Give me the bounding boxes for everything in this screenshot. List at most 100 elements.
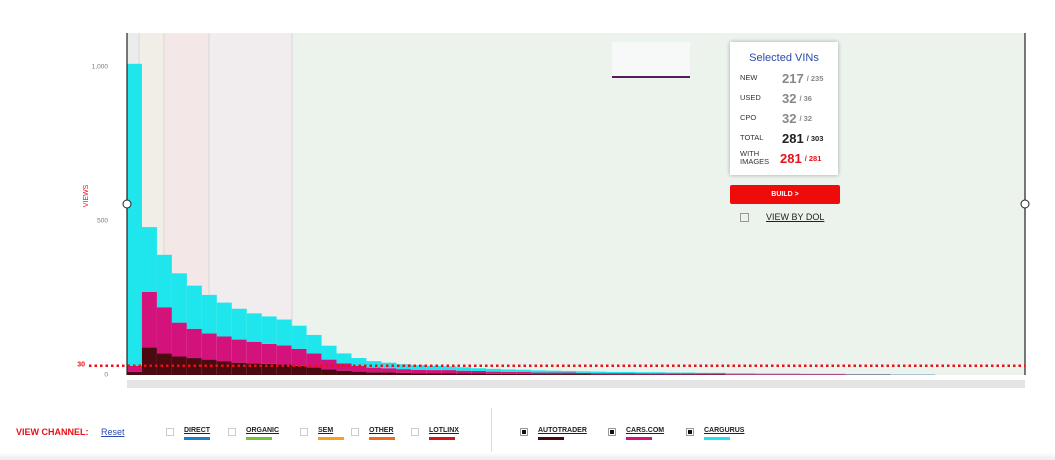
checkbox[interactable] [228,428,236,436]
bar-segment [186,285,202,329]
bar-segment [186,328,202,359]
view-by-dol-label[interactable]: VIEW BY DOL [766,212,825,222]
channel-toggle[interactable]: OTHER [351,427,395,440]
vin-total: / 32 [799,113,812,123]
bar-segment [336,353,352,364]
footer-shade [0,452,1055,460]
bar-segment [561,372,576,375]
bar-segment [471,373,487,375]
bar-segment [486,368,502,372]
bar-segment [291,325,307,349]
channel-swatch [184,437,210,440]
channel-name[interactable]: SEM [318,427,334,434]
bar-segment [171,322,187,357]
vin-count: 217 [782,70,804,86]
checkbox[interactable] [686,428,694,436]
bar-segment [276,345,292,365]
vin-label: TOTAL [740,133,764,142]
bar-segment [486,371,502,374]
bar-segment [576,374,591,375]
bar-segment [710,372,726,374]
bar-segment [306,353,322,368]
selected-vins-panel: Selected VINs NEW 217/ 235 USED 32/ 36 CPO 32… [730,42,838,175]
band [292,33,1025,375]
bar-segment [231,362,247,375]
bar-segment [695,372,711,374]
channel-name[interactable]: OTHER [369,427,394,434]
vin-total: / 303 [806,133,824,143]
range-handle[interactable] [1020,199,1030,209]
bar-segment [755,374,771,375]
bar-segment [246,313,262,342]
bar-segment [501,373,517,375]
bar-segment [531,370,547,373]
channel-toggle[interactable]: SEM [300,427,344,440]
channel-name[interactable]: LOTLINX [429,427,459,434]
bar-segment [740,373,756,375]
checkbox[interactable] [351,428,359,436]
bar-segment [276,319,292,346]
reset-link[interactable]: Reset [101,427,125,437]
checkbox[interactable] [411,428,419,436]
channel-toggle[interactable]: LOTLINX [411,427,459,440]
bar-segment [785,373,801,375]
bar-segment [456,370,472,374]
bar-segment [381,362,397,369]
checkbox[interactable] [166,428,174,436]
channel-name[interactable]: CARGURUS [704,427,745,434]
bar-segment [231,339,247,363]
view-by-dol[interactable]: VIEW BY DOL [740,212,824,222]
channel-name[interactable]: ORGANIC [246,427,280,434]
bar-segment [471,370,487,374]
bar-segment [201,333,217,360]
bar-segment [141,291,157,348]
checkbox[interactable] [520,428,528,436]
bar-segment [546,374,562,375]
y-tick-label: 500 [97,218,108,225]
checkbox[interactable] [740,212,749,222]
bar-segment [351,365,367,372]
bar-segment [590,373,606,375]
bar-segment [441,366,457,371]
bar-segment [830,374,846,375]
checkbox[interactable] [300,428,308,436]
y-tick-label: 1,000 [92,64,109,71]
checkbox[interactable] [608,428,616,436]
bar-segment [366,367,382,373]
y-axis-label: VIEWS [83,184,90,207]
bar-segment [321,369,337,375]
bar-segment [665,374,681,375]
vin-label: NEW [740,73,758,82]
y-tick-label: 0 [104,372,108,379]
channel-toggle[interactable]: CARGURUS [686,427,744,440]
channel-name[interactable]: CARS.COM [626,427,665,434]
range-handle[interactable] [122,199,132,209]
vin-count: 32 [782,110,797,126]
channel-swatch [626,437,652,440]
bar-segment [246,341,262,364]
channel-toggle[interactable]: CARS.COM [608,427,664,440]
channel-name[interactable]: DIRECT [184,427,211,434]
vin-count: 281 [782,130,804,146]
bar-segment [635,374,651,375]
vin-row: CPO 32/ 32 [730,108,838,128]
bar-segment [710,373,726,375]
channel-toggle[interactable]: DIRECT [166,427,210,440]
channel-toggle[interactable]: ORGANIC [228,427,279,440]
vin-total: / 281 [804,153,822,163]
vin-total: / 235 [806,73,824,83]
bar-segment [411,369,427,374]
channel: AUTOTRADER [538,427,587,440]
channel-toggle[interactable]: AUTOTRADER [520,427,587,440]
bar-segment [635,372,651,374]
channel: DIRECT [184,427,210,440]
channel-name[interactable]: AUTOTRADER [538,427,587,434]
channel: CARGURUS [704,427,744,440]
bar-segment [201,359,217,375]
bar-segment [246,363,262,375]
bar-segment [291,365,307,375]
bar-segment [441,370,457,374]
channel: LOTLINX [429,427,459,440]
build-button[interactable]: BUILD > [730,185,840,204]
